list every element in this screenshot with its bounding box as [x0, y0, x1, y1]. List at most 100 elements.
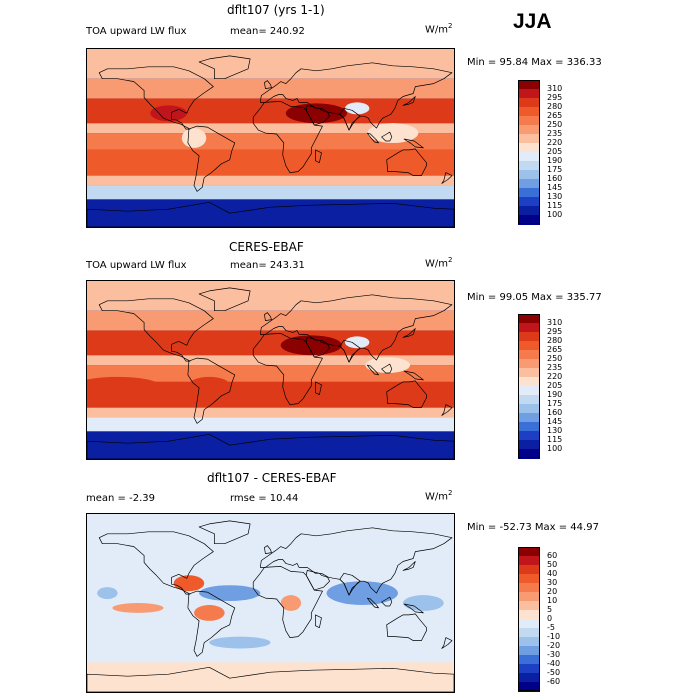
- colorbar-cell: [518, 323, 540, 333]
- colorbar-cell: [518, 125, 540, 135]
- colorbar-tick-label: 265: [547, 111, 563, 120]
- coastline: [87, 201, 454, 227]
- field-band: [87, 365, 454, 382]
- coastline: [259, 294, 453, 363]
- colorbar-cell: [518, 188, 540, 198]
- colorbar-tick-label: 220: [547, 372, 563, 381]
- map-diff: [86, 513, 455, 693]
- coastline: [381, 596, 393, 607]
- colorbar-cell: [518, 610, 540, 620]
- colorbar-tick-label: 280: [547, 336, 563, 345]
- colorbar-cell: [518, 664, 540, 674]
- panel-title-model: dflt107 (yrs 1-1): [227, 3, 325, 17]
- field-band: [87, 431, 454, 459]
- colorbar-tick-label: 145: [547, 183, 563, 192]
- coastline: [252, 101, 323, 173]
- colorbar-tick-label: 40: [547, 569, 558, 578]
- coastline: [386, 380, 427, 408]
- colorbar-cell: [518, 116, 540, 126]
- field-band: [87, 185, 454, 200]
- coastline: [98, 531, 214, 595]
- colorbar-cell: [518, 152, 540, 162]
- colorbar-tick-label: 130: [547, 426, 563, 435]
- colorbar-tick-label: 250: [547, 354, 563, 363]
- coastline: [402, 96, 416, 106]
- colorbar-tick-label: 265: [547, 345, 563, 354]
- colorbar-cell: [518, 673, 540, 683]
- colorbar-cell: [518, 574, 540, 584]
- field-blob: [199, 585, 261, 602]
- colorbar-cell: [518, 341, 540, 351]
- colorbar-tick-label: 235: [547, 363, 563, 372]
- colorbar-cell: [518, 197, 540, 207]
- colorbar-tick-label: 250: [547, 120, 563, 129]
- coastline: [386, 148, 427, 176]
- colorbar-cell: [518, 601, 540, 611]
- colorbar-tick-label: 115: [547, 201, 563, 210]
- coastline: [339, 107, 361, 131]
- colorbar-cell: [518, 314, 540, 324]
- rmse-label-diff: rmse = 10.44: [230, 493, 299, 504]
- colorbar-tick-label: 5: [547, 605, 553, 614]
- colorbar-tick-label: -40: [547, 659, 561, 668]
- colorbar-tick-label: -20: [547, 641, 561, 650]
- coastline: [386, 613, 427, 641]
- colorbar-tick-label: -30: [547, 650, 561, 659]
- coastline: [315, 381, 322, 396]
- season-label: JJA: [513, 10, 552, 33]
- field-band: [87, 407, 454, 418]
- coastline: [264, 80, 272, 89]
- colorbar-cell: [518, 161, 540, 171]
- colorbar-cell: [518, 556, 540, 566]
- coastline: [198, 520, 251, 545]
- colorbar-cell: [518, 179, 540, 189]
- colorbar-tick-label: 100: [547, 210, 563, 219]
- colorbar-model: [518, 80, 540, 225]
- colorbar-tick-label: 130: [547, 192, 563, 201]
- coastline: [98, 66, 214, 130]
- field-blob: [367, 123, 419, 143]
- field-band: [87, 281, 454, 311]
- colorbar-tick-label: 175: [547, 399, 563, 408]
- colorbar-tick-label: 280: [547, 102, 563, 111]
- colorbar-cell: [518, 619, 540, 629]
- field-blob: [181, 128, 207, 148]
- colorbar-cell: [518, 547, 540, 557]
- coastline: [339, 572, 361, 596]
- colorbar-cell: [518, 134, 540, 144]
- colorbar-tick-label: 205: [547, 381, 563, 390]
- field-blob: [344, 102, 370, 115]
- panel-title-obs: CERES-EBAF: [229, 240, 304, 254]
- field-blob: [209, 636, 271, 649]
- coastline: [305, 105, 330, 126]
- coastline: [87, 433, 454, 459]
- colorbar-cell: [518, 215, 540, 225]
- colorbar-cell: [518, 583, 540, 593]
- colorbar-cell: [518, 377, 540, 387]
- coastline: [187, 357, 236, 424]
- colorbar-cell: [518, 449, 540, 459]
- colorbar-obs: [518, 314, 540, 459]
- field-band: [87, 355, 454, 366]
- mean-label-obs: mean= 243.31: [230, 260, 305, 271]
- coastline: [259, 527, 453, 596]
- colorbar-tick-label: 220: [547, 138, 563, 147]
- colorbar-cell: [518, 565, 540, 575]
- coastline: [315, 614, 322, 629]
- map-svg-obs: [87, 281, 454, 459]
- colorbar-cell: [518, 206, 540, 216]
- field-blob: [112, 603, 164, 613]
- colorbar-cell: [518, 682, 540, 692]
- colorbar-cell: [518, 655, 540, 665]
- colorbar-cell: [518, 646, 540, 656]
- coastline: [252, 333, 323, 405]
- colorbar-tick-label: -10: [547, 632, 561, 641]
- units-label-diff: W/m2: [425, 489, 453, 503]
- coastline: [441, 404, 453, 416]
- field-band: [87, 199, 454, 227]
- coastline: [381, 363, 393, 374]
- colorbar-tick-label: 145: [547, 417, 563, 426]
- colorbar-tick-label: 100: [547, 444, 563, 453]
- mean-label-diff: mean = -2.39: [86, 493, 155, 504]
- coastline: [381, 131, 393, 142]
